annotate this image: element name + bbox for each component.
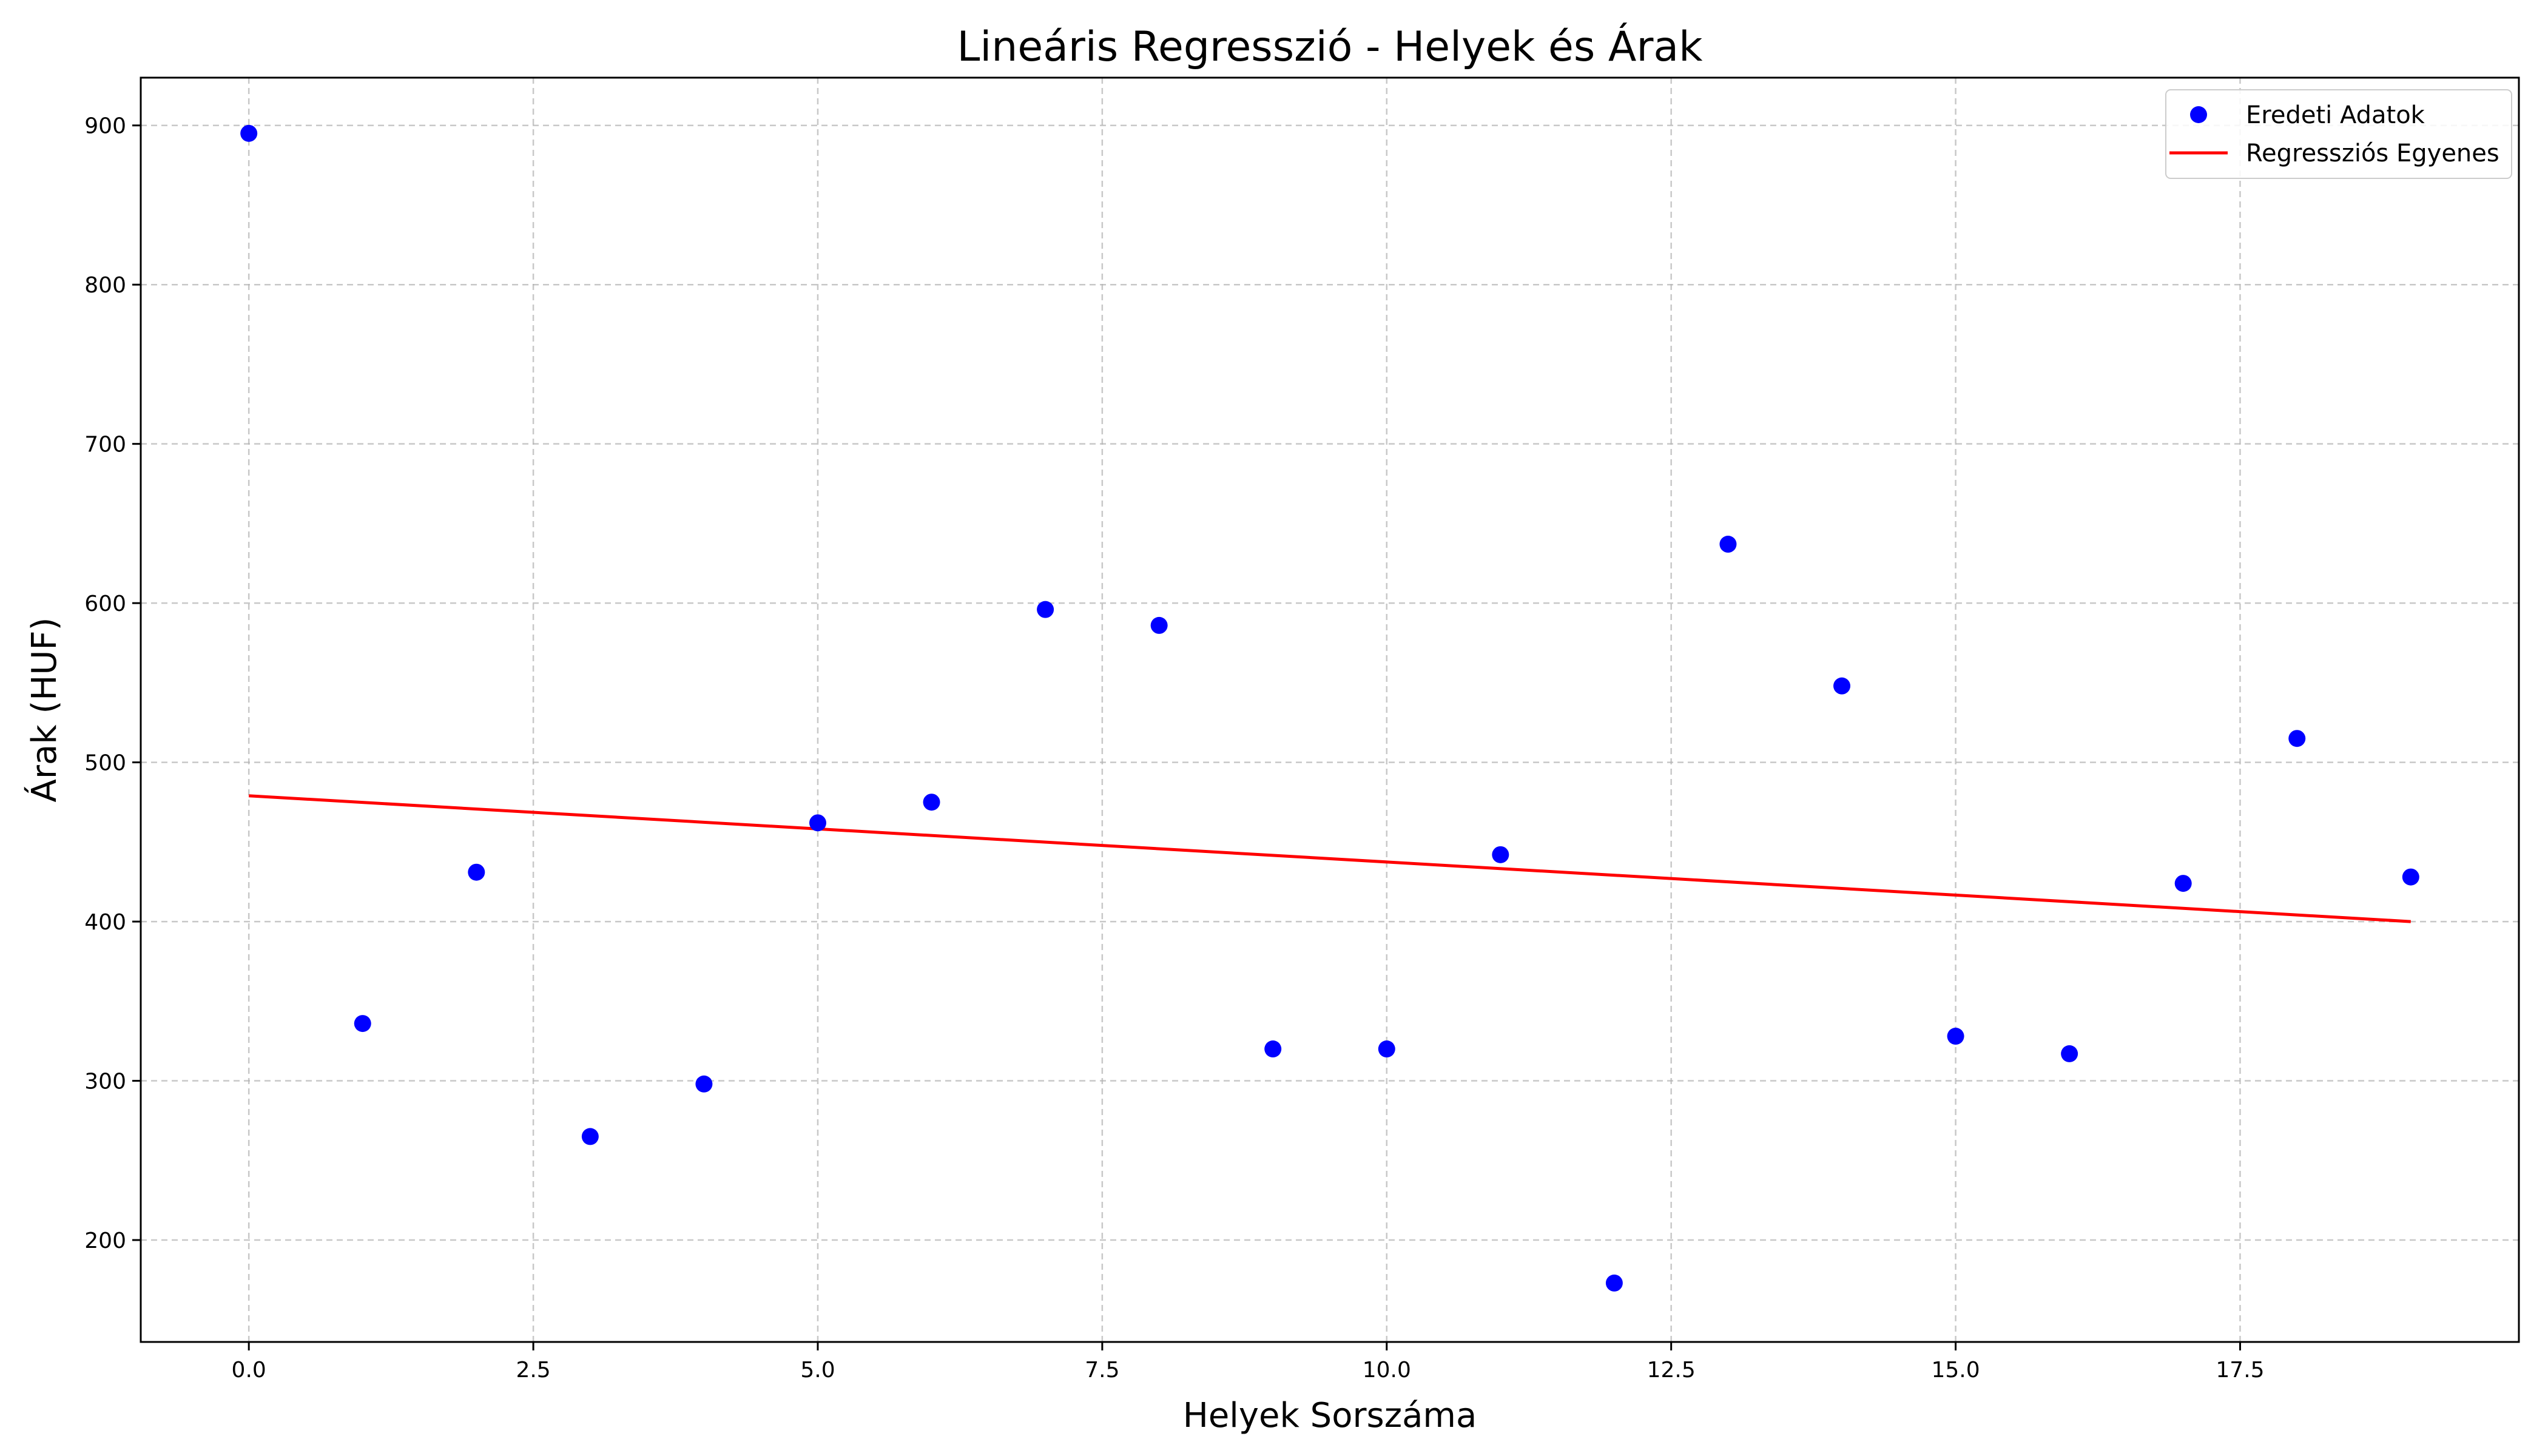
legend-label-scatter: Eredeti Adatok [2246,101,2425,129]
chart-title: Lineáris Regresszió - Helyek és Árak [957,22,1704,71]
data-point [581,1128,599,1145]
legend: Eredeti Adatok Regressziós Egyenes [2165,89,2512,179]
y-tick-label: 400 [84,910,126,935]
y-tick-label: 700 [84,433,126,457]
data-point [1833,677,1851,695]
y-tick-label: 300 [84,1070,126,1094]
y-axis-ticks: 200 300 400 500 600 700 800 900 [84,114,141,1253]
data-point [240,124,258,142]
x-axis-ticks: 0.0 2.5 5.0 7.5 10.0 12.5 15.0 17.5 [232,1342,2265,1383]
data-point [695,1075,713,1093]
data-point [1719,536,1737,553]
data-point [923,794,940,811]
data-point [2061,1045,2078,1062]
y-tick-label: 900 [84,114,126,139]
plot-frame [140,76,2520,1343]
y-axis-label: Árak (HUF) [25,618,64,803]
data-point [1947,1028,1964,1045]
data-point [354,1015,371,1033]
legend-box [2165,89,2512,179]
y-tick-label: 800 [84,273,126,298]
y-tick-label: 200 [84,1228,126,1253]
grid [141,78,2519,1342]
data-point [468,863,485,881]
data-point [2288,730,2306,747]
x-tick-label: 15.0 [1932,1358,1980,1383]
y-tick-label: 500 [84,751,126,776]
data-point [1264,1040,1282,1058]
x-tick-label: 10.0 [1363,1358,1411,1383]
data-point [809,814,826,832]
data-point [1378,1040,1395,1058]
legend-label-line: Regressziós Egyenes [2246,140,2499,167]
x-tick-label: 17.5 [2216,1358,2264,1383]
y-tick-label: 600 [84,592,126,616]
data-point [2402,868,2419,886]
x-axis-label: Helyek Sorszáma [1183,1396,1477,1435]
regression-line [249,794,2411,923]
x-tick-label: 0.0 [232,1358,266,1383]
legend-marker-scatter [2190,106,2207,123]
data-point [1037,601,1054,618]
data-point [1150,616,1168,634]
x-tick-label: 7.5 [1085,1358,1119,1383]
x-tick-label: 5.0 [800,1358,835,1383]
plot-marks [240,124,2419,1292]
data-point [1605,1274,1623,1292]
x-tick-label: 12.5 [1647,1358,1696,1383]
data-point [2174,875,2192,892]
x-tick-label: 2.5 [516,1358,550,1383]
data-point [1492,846,1509,863]
